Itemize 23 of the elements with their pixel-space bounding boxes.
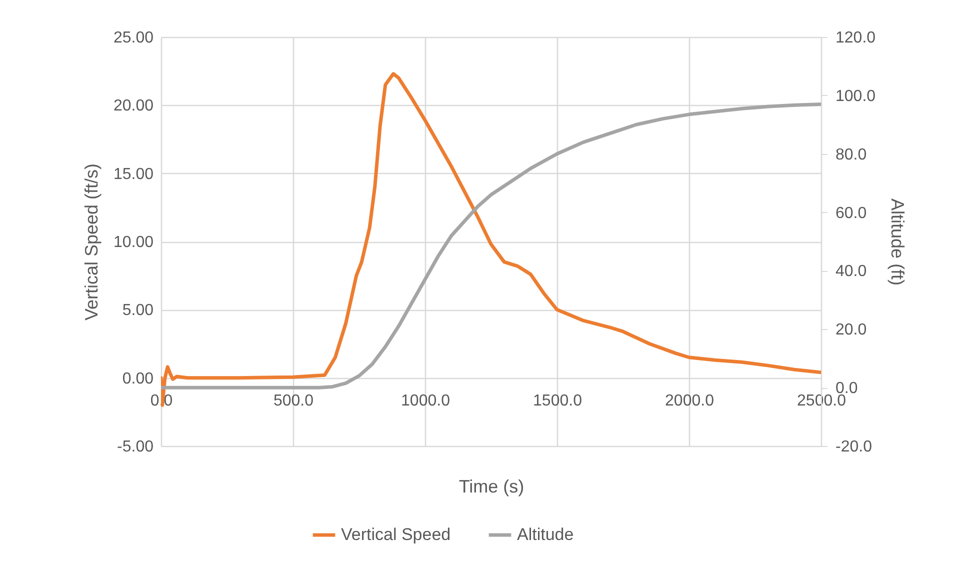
y-tick-label: 5.00 xyxy=(122,302,154,320)
legend-label: Vertical Speed xyxy=(341,525,451,544)
y2-tick-label: -20.0 xyxy=(836,438,872,456)
y-tick-label: 10.00 xyxy=(113,234,154,251)
y2-axis-title: Altitude (ft) xyxy=(888,198,908,286)
y-tick-label: 20.00 xyxy=(113,98,154,115)
y2-tick-label: 100.0 xyxy=(836,88,876,105)
x-axis-title: Time (s) xyxy=(458,476,524,496)
x-tick-label: 1000.0 xyxy=(401,392,450,410)
y-tick-label: 0.00 xyxy=(122,370,154,388)
y-axis-title: Vertical Speed (ft/s) xyxy=(81,163,102,321)
y2-tick-label: 40.0 xyxy=(836,263,867,280)
y-tick-label: 25.00 xyxy=(113,30,154,46)
y2-tick-label: 120.0 xyxy=(836,30,876,46)
y2-tick-label: 20.0 xyxy=(836,322,867,339)
x-tick-label: 500.0 xyxy=(273,392,314,410)
x-tick-label: 2000.0 xyxy=(665,392,714,410)
y-tick-label: -5.00 xyxy=(117,438,154,456)
y-tick-label: 15.00 xyxy=(113,166,154,183)
y2-tick-label: 60.0 xyxy=(836,204,867,222)
y2-tick-label: 80.0 xyxy=(836,146,867,164)
x-tick-label: 1500.0 xyxy=(533,392,582,410)
legend-label: Altitude xyxy=(517,525,574,544)
